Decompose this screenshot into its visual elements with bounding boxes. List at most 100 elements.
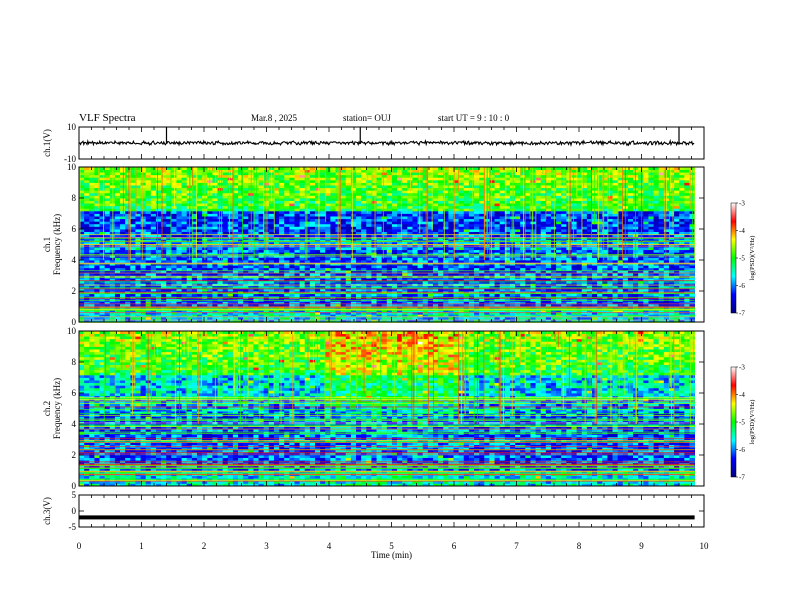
spectrogram-cell — [335, 267, 342, 271]
spectrogram-cell — [304, 288, 311, 292]
spectrogram-cell — [427, 293, 434, 297]
spectrogram-cell — [443, 177, 449, 181]
spectrogram-cell — [412, 210, 418, 214]
spectrogram-cell — [284, 319, 290, 323]
spectrogram-cell — [273, 257, 280, 261]
spectrogram-cell — [166, 265, 172, 269]
spectrogram-cell — [263, 195, 270, 199]
spectrogram-cell — [227, 195, 234, 199]
spectrogram-cell — [125, 316, 131, 320]
spectrogram-cell — [258, 301, 265, 305]
spectrogram-cell — [217, 249, 224, 253]
spectrogram-cell — [232, 278, 239, 282]
spectrogram-cell — [161, 221, 167, 225]
spectrogram-cell — [376, 247, 383, 251]
spectrogram-cell — [104, 203, 111, 207]
spectrogram-cell — [438, 185, 444, 189]
spectrogram-cell — [453, 301, 460, 305]
spectrogram-cell — [268, 272, 275, 276]
spectrogram-cell — [104, 179, 111, 183]
spectrogram-cell — [417, 293, 424, 297]
spectrogram-cell — [176, 314, 182, 318]
spectrogram-cell — [304, 278, 311, 282]
spectrogram-cell — [356, 203, 362, 207]
spectrogram-cell — [371, 179, 377, 183]
spectrogram-cell — [289, 172, 295, 176]
spectrogram-cell — [140, 221, 147, 225]
spectrogram-cell — [402, 187, 408, 191]
spectrogram-cell — [422, 218, 429, 222]
spectrogram-cell — [489, 208, 495, 212]
spectrogram-cell — [340, 216, 347, 220]
spectrogram-cell — [391, 203, 398, 207]
spectrogram-cell — [304, 226, 311, 230]
spectrogram-cell — [453, 229, 460, 232]
spectrogram-cell — [320, 293, 326, 297]
spectrogram-cell — [161, 288, 167, 292]
spectrogram-cell — [79, 203, 85, 207]
spectrogram-cell — [166, 187, 172, 191]
spectrogram-cell — [238, 229, 244, 232]
spectrogram-cell — [202, 316, 208, 320]
spectrogram-cell — [443, 272, 449, 276]
spectrogram-cell — [222, 249, 229, 253]
spectrogram-cell — [89, 316, 95, 320]
spectrogram-cell — [258, 179, 265, 183]
spectrogram-cell — [304, 216, 311, 220]
spectrogram-cell — [135, 174, 141, 178]
spectrogram-cell — [484, 260, 490, 263]
spectrogram-cell — [422, 278, 429, 282]
spectrogram-cell — [145, 221, 152, 225]
spectrogram-cell — [84, 231, 90, 235]
spectrogram-cell — [432, 213, 439, 217]
spectrogram-cell — [330, 267, 336, 271]
spectrogram-cell — [432, 221, 439, 225]
spectrogram-cell — [232, 252, 239, 256]
spectrogram-cell — [217, 229, 224, 232]
spectrogram-cell — [243, 247, 249, 251]
spectrogram-cell — [135, 285, 141, 289]
spectrogram-cell — [84, 270, 90, 274]
spectrogram-cell — [166, 267, 172, 271]
spectrogram-cell — [371, 241, 377, 245]
spectrogram-cell — [468, 185, 475, 189]
spectrogram-cell — [299, 210, 306, 214]
spectrogram-cell — [268, 288, 275, 292]
spectrogram-cell — [176, 208, 182, 212]
spectrogram-cell — [330, 314, 336, 318]
spectrogram-cell — [279, 218, 285, 222]
spectrogram-cell — [89, 221, 95, 225]
spectrogram-cell — [438, 270, 444, 274]
spectrogram-cell — [309, 210, 316, 214]
spectrogram-cell — [125, 285, 131, 289]
spectrogram-cell — [356, 205, 362, 209]
spectrogram-cell — [155, 234, 162, 238]
spectrogram-cell — [89, 203, 95, 207]
spectrogram-cell — [166, 190, 172, 194]
spectrogram-cell — [412, 260, 418, 263]
spectrogram-cell — [407, 249, 413, 253]
spectrogram-cell — [299, 319, 306, 323]
spectrogram-cell — [453, 167, 460, 170]
spectrogram-cell — [79, 179, 85, 183]
spectrogram-cell — [448, 303, 454, 307]
spectrogram-cell — [386, 241, 393, 245]
spectrogram-cell — [448, 187, 454, 191]
spectrogram-cell — [191, 223, 198, 227]
spectrogram-cell — [417, 223, 424, 227]
spectrogram-cell — [273, 167, 280, 170]
spectrogram-cell — [176, 179, 182, 183]
spectrogram-cell — [489, 213, 495, 217]
spectrogram-cell — [432, 234, 439, 238]
spectrogram-cell — [94, 265, 100, 269]
spectrogram-cell — [309, 203, 316, 207]
spectrogram-cell — [243, 177, 249, 181]
spectrogram-cell — [289, 205, 295, 209]
spectrogram-cell — [94, 301, 100, 305]
spectrogram-cell — [99, 174, 106, 178]
spectrogram-cell — [381, 229, 388, 232]
spectrogram-cell — [196, 316, 203, 320]
spectrogram-cell — [150, 249, 157, 253]
spectrogram-cell — [217, 218, 224, 222]
spectrogram-cell — [402, 205, 408, 209]
